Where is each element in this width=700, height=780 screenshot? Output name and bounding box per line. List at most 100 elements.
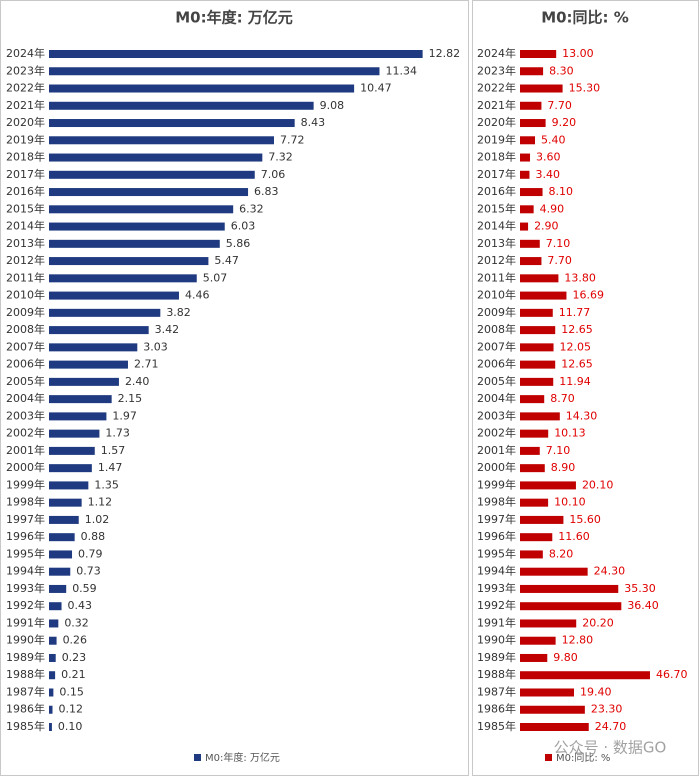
- y-tick-label: 2011年: [6, 270, 45, 284]
- y-tick-label: 2017年: [6, 167, 45, 181]
- y-tick-label: 2002年: [6, 426, 45, 440]
- data-label: 1.02: [85, 513, 110, 526]
- bar: [520, 119, 546, 128]
- data-label: 0.10: [58, 720, 83, 733]
- y-tick-label: 2016年: [477, 184, 516, 198]
- data-label: 1.57: [101, 444, 126, 457]
- bar: [520, 498, 549, 507]
- y-tick-label: 2018年: [477, 150, 516, 164]
- bar: [520, 326, 556, 335]
- y-tick-label: 2005年: [477, 374, 516, 388]
- bar: [520, 567, 588, 576]
- bar: [49, 723, 52, 731]
- bar: [49, 153, 263, 162]
- data-label: 0.32: [64, 616, 89, 629]
- y-tick-label: 2012年: [6, 253, 45, 267]
- y-tick-label: 1994年: [6, 564, 45, 578]
- legend-swatch: [545, 754, 552, 761]
- data-label: 8.20: [549, 547, 574, 560]
- data-label: 35.30: [624, 582, 656, 595]
- bar: [520, 205, 534, 214]
- y-tick-label: 2017年: [477, 167, 516, 181]
- bar: [49, 239, 220, 248]
- bar: [49, 308, 161, 317]
- y-tick-label: 2003年: [477, 408, 516, 422]
- data-label: 3.82: [166, 306, 191, 319]
- bar: [520, 67, 544, 76]
- bar: [49, 84, 355, 93]
- data-label: 0.59: [72, 582, 97, 595]
- y-tick-label: 2006年: [477, 357, 516, 371]
- y-tick-label: 1990年: [6, 633, 45, 647]
- legend-label: M0:同比: %: [556, 752, 610, 764]
- data-label: 8.70: [550, 392, 575, 405]
- bar: [49, 50, 423, 58]
- data-label: 2.15: [118, 392, 142, 405]
- bar: [49, 515, 79, 524]
- data-label: 2.71: [134, 358, 159, 371]
- y-tick-label: 1986年: [6, 702, 45, 716]
- bar: [49, 222, 225, 231]
- bar: [520, 533, 553, 542]
- bar: [49, 395, 112, 404]
- bar: [520, 464, 545, 473]
- bar: [520, 705, 585, 714]
- bar: [49, 326, 149, 335]
- data-label: 3.03: [143, 340, 168, 353]
- y-tick-label: 2024年: [6, 46, 45, 60]
- data-label: 5.47: [214, 254, 239, 267]
- bar: [49, 619, 59, 628]
- bar: [520, 723, 589, 731]
- data-label: 0.12: [58, 703, 83, 716]
- bar: [49, 567, 71, 576]
- bar: [49, 343, 138, 352]
- y-tick-label: 2004年: [477, 391, 516, 405]
- data-label: 8.90: [551, 461, 576, 474]
- y-tick-label: 1995年: [6, 546, 45, 560]
- bar: [520, 360, 556, 369]
- data-label: 20.20: [582, 616, 614, 629]
- data-label: 7.10: [546, 444, 571, 457]
- data-label: 7.10: [546, 237, 571, 250]
- data-label: 4.90: [540, 202, 565, 215]
- legend-swatch: [194, 754, 201, 761]
- data-label: 14.30: [566, 409, 598, 422]
- bar: [49, 584, 67, 593]
- bar: [520, 377, 554, 386]
- y-tick-label: 1992年: [6, 598, 45, 612]
- bar: [49, 136, 274, 145]
- bar: [49, 671, 56, 680]
- data-label: 3.40: [535, 168, 560, 181]
- data-label: 4.46: [185, 289, 210, 302]
- y-tick-label: 2000年: [6, 460, 45, 474]
- bar: [49, 550, 73, 559]
- data-label: 1.12: [88, 496, 113, 509]
- watermark: 公众号 · 数据GO: [554, 739, 667, 757]
- data-label: 15.60: [569, 513, 601, 526]
- bar: [520, 688, 574, 697]
- data-label: 7.70: [547, 99, 572, 112]
- data-label: 9.80: [553, 651, 578, 664]
- data-label: 0.21: [61, 668, 85, 681]
- y-tick-label: 1996年: [6, 529, 45, 543]
- left-panel: [0, 0, 469, 776]
- y-tick-label: 2002年: [477, 426, 516, 440]
- bar: [520, 239, 540, 248]
- data-label: 0.26: [63, 634, 88, 647]
- y-tick-label: 2010年: [477, 288, 516, 302]
- chart-title: M0:同比: %: [541, 9, 629, 27]
- bar: [49, 188, 249, 197]
- y-tick-label: 2015年: [477, 201, 516, 215]
- data-label: 0.23: [62, 651, 87, 664]
- data-label: 6.83: [254, 185, 279, 198]
- y-tick-label: 1991年: [477, 615, 516, 629]
- y-tick-label: 2020年: [477, 115, 516, 129]
- y-tick-label: 2005年: [6, 374, 45, 388]
- y-tick-label: 2012年: [477, 253, 516, 267]
- data-label: 24.30: [594, 565, 626, 578]
- data-label: 3.60: [536, 151, 561, 164]
- bar: [520, 50, 557, 58]
- y-tick-label: 2021年: [6, 98, 45, 112]
- bar: [49, 533, 75, 542]
- bar: [49, 257, 209, 266]
